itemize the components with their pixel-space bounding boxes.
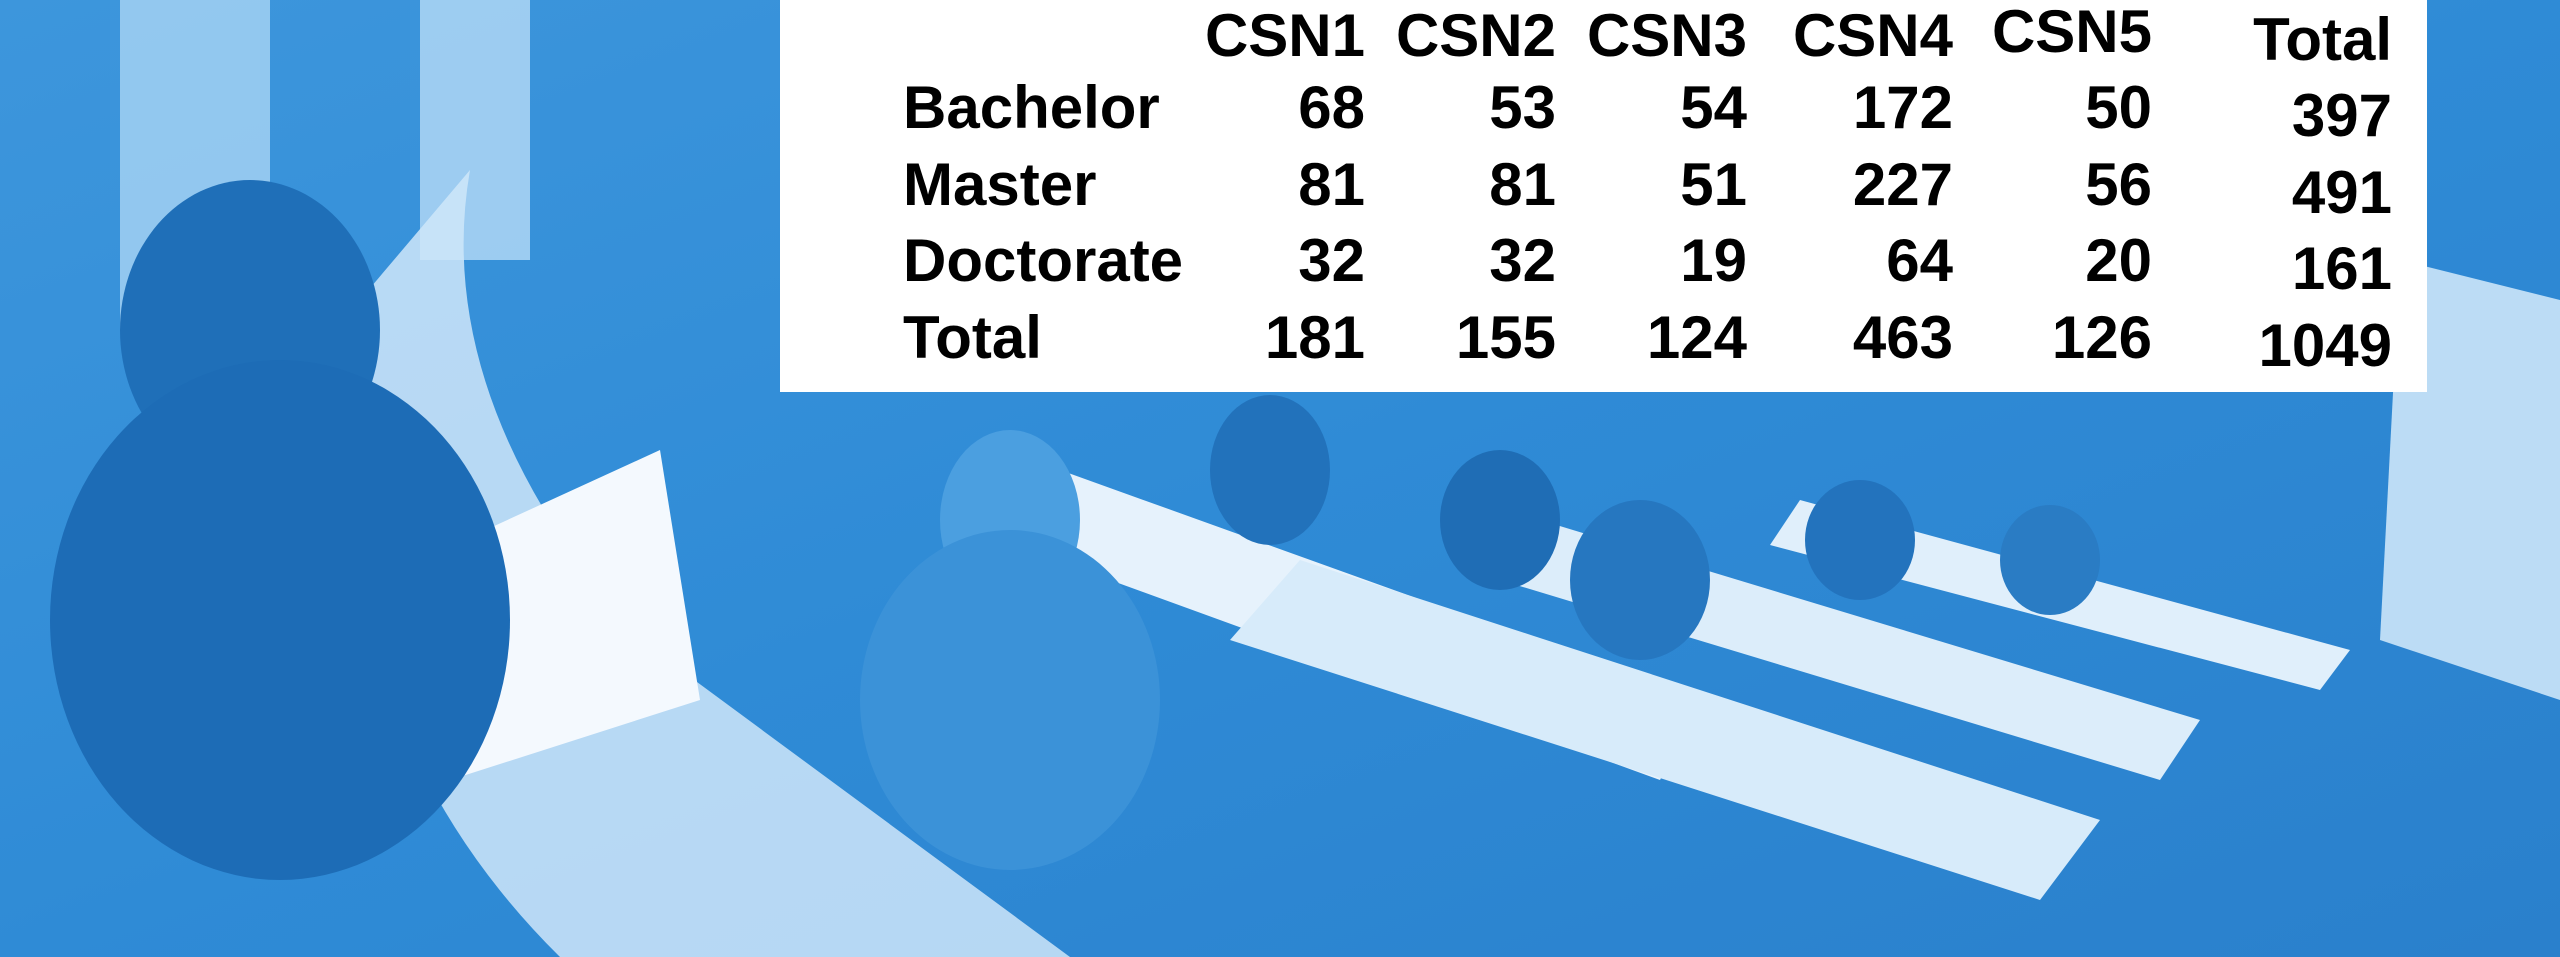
page: {"table": { "columns": ["CSN1", "CSN2", … (0, 0, 2560, 957)
table-cell: 81 (1298, 151, 1365, 218)
table-cell: 1049 (2259, 312, 2392, 379)
column-header: CSN3 (1587, 2, 1747, 69)
table-cell: 53 (1489, 74, 1556, 141)
table-cell: 19 (1680, 227, 1747, 294)
table-cell: 50 (2085, 74, 2152, 141)
table-cell: 155 (1456, 304, 1556, 371)
table-cell: 64 (1886, 227, 1953, 294)
table-cell: 32 (1489, 227, 1556, 294)
table-cell: 463 (1853, 304, 1953, 371)
row-label: Doctorate (903, 227, 1183, 294)
table-cell: 51 (1680, 151, 1747, 218)
table-cell: 54 (1680, 74, 1747, 141)
table-cell: 181 (1265, 304, 1365, 371)
table-cell: 20 (2085, 227, 2152, 294)
table-cell: 32 (1298, 227, 1365, 294)
scene: CSN1 CSN2 CSN3 CSN4 CSN5 Total Bachelor 68 53 54 1… (0, 0, 2560, 957)
table-cell: 126 (2052, 304, 2152, 371)
row-label: Master (903, 151, 1096, 218)
table-cell: 124 (1647, 304, 1748, 371)
table-cell: 68 (1298, 74, 1365, 141)
column-header: CSN4 (1793, 2, 1954, 69)
column-header: CSN5 (1992, 0, 2152, 65)
row-label: Total (903, 304, 1042, 371)
table-cell: 56 (2085, 151, 2152, 218)
table-cell: 172 (1853, 74, 1953, 141)
table-cell: 227 (1853, 151, 1953, 218)
table-cell: 81 (1489, 151, 1556, 218)
column-header: CSN2 (1396, 2, 1556, 69)
row-label: Bachelor (903, 74, 1160, 141)
table-cell: 161 (2292, 235, 2392, 302)
column-header: CSN1 (1205, 2, 1365, 69)
table-cell: 397 (2292, 82, 2392, 149)
table-cell: 491 (2292, 159, 2392, 226)
column-header: Total (2253, 6, 2392, 73)
